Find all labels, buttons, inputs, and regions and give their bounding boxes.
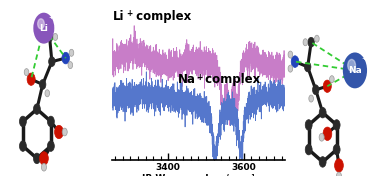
Circle shape <box>319 157 326 167</box>
Circle shape <box>19 116 26 127</box>
Text: +: + <box>126 9 133 18</box>
Circle shape <box>305 144 312 155</box>
Circle shape <box>303 39 308 46</box>
Circle shape <box>47 141 54 151</box>
Circle shape <box>348 59 355 71</box>
Circle shape <box>33 153 40 164</box>
Text: +: + <box>197 73 203 82</box>
Circle shape <box>53 33 57 40</box>
Circle shape <box>54 125 64 139</box>
Circle shape <box>38 19 44 29</box>
Text: Na: Na <box>348 66 362 75</box>
Circle shape <box>319 107 326 118</box>
Circle shape <box>333 120 340 130</box>
Text: complex: complex <box>132 10 191 23</box>
Text: Li: Li <box>39 24 48 33</box>
Circle shape <box>291 56 299 67</box>
Circle shape <box>46 32 53 42</box>
Text: complex: complex <box>201 73 260 86</box>
Circle shape <box>288 65 293 72</box>
Circle shape <box>335 159 343 172</box>
Circle shape <box>333 144 340 155</box>
Circle shape <box>49 57 55 67</box>
Circle shape <box>69 49 74 56</box>
Circle shape <box>68 62 73 69</box>
Circle shape <box>34 14 53 43</box>
Circle shape <box>19 141 26 151</box>
Circle shape <box>47 116 54 127</box>
Circle shape <box>330 76 334 83</box>
Circle shape <box>42 30 46 37</box>
Circle shape <box>309 95 313 102</box>
Text: +: + <box>361 56 366 61</box>
Circle shape <box>33 104 40 114</box>
Circle shape <box>62 128 67 136</box>
Circle shape <box>305 120 312 130</box>
Text: Na: Na <box>178 73 195 86</box>
Circle shape <box>314 35 319 42</box>
Circle shape <box>288 51 293 58</box>
Circle shape <box>308 37 314 47</box>
Text: +: + <box>48 15 54 20</box>
Circle shape <box>304 62 311 72</box>
Circle shape <box>62 52 70 64</box>
Circle shape <box>24 69 29 76</box>
Circle shape <box>336 172 341 176</box>
Circle shape <box>42 163 46 171</box>
Circle shape <box>45 90 50 97</box>
Circle shape <box>323 127 332 140</box>
Text: Li: Li <box>113 10 125 23</box>
Circle shape <box>319 133 324 141</box>
Circle shape <box>39 80 46 89</box>
Circle shape <box>344 54 366 87</box>
Circle shape <box>323 80 331 92</box>
Circle shape <box>313 85 319 95</box>
Circle shape <box>27 73 35 85</box>
Circle shape <box>40 152 48 165</box>
X-axis label: IR Wavenumber / cm⁻¹: IR Wavenumber / cm⁻¹ <box>142 173 255 176</box>
